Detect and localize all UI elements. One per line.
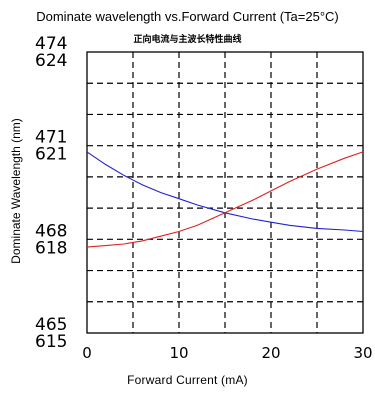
y-tick-label: 624 bbox=[35, 51, 67, 71]
chart-title: Dominate wavelength vs.Forward Current (… bbox=[36, 9, 339, 24]
series-line bbox=[86, 151, 364, 248]
y-tick-label: 474 bbox=[35, 34, 67, 54]
grid-lines bbox=[87, 52, 363, 333]
x-axis-label: Forward Current (mA) bbox=[127, 373, 248, 387]
x-tick-label: 30 bbox=[353, 344, 372, 362]
series-line bbox=[86, 151, 364, 233]
y-tick-label: 471 bbox=[35, 128, 67, 148]
plot-frame bbox=[86, 51, 364, 334]
chart-subtitle: 正向电流与主波长特性曲线 bbox=[133, 35, 242, 45]
x-tick-label: 20 bbox=[261, 344, 280, 362]
x-tick-label: 0 bbox=[82, 344, 92, 362]
x-tick-labels: 0 10 20 30 bbox=[82, 344, 372, 362]
y-tick-label: 615 bbox=[35, 332, 67, 352]
series-lines bbox=[86, 151, 364, 248]
y-tick-label: 465 bbox=[35, 315, 67, 335]
y-tick-label: 468 bbox=[35, 221, 67, 241]
y-tick-label: 618 bbox=[35, 238, 67, 258]
x-tick-label: 10 bbox=[169, 344, 188, 362]
y-tick-label: 621 bbox=[35, 145, 67, 165]
